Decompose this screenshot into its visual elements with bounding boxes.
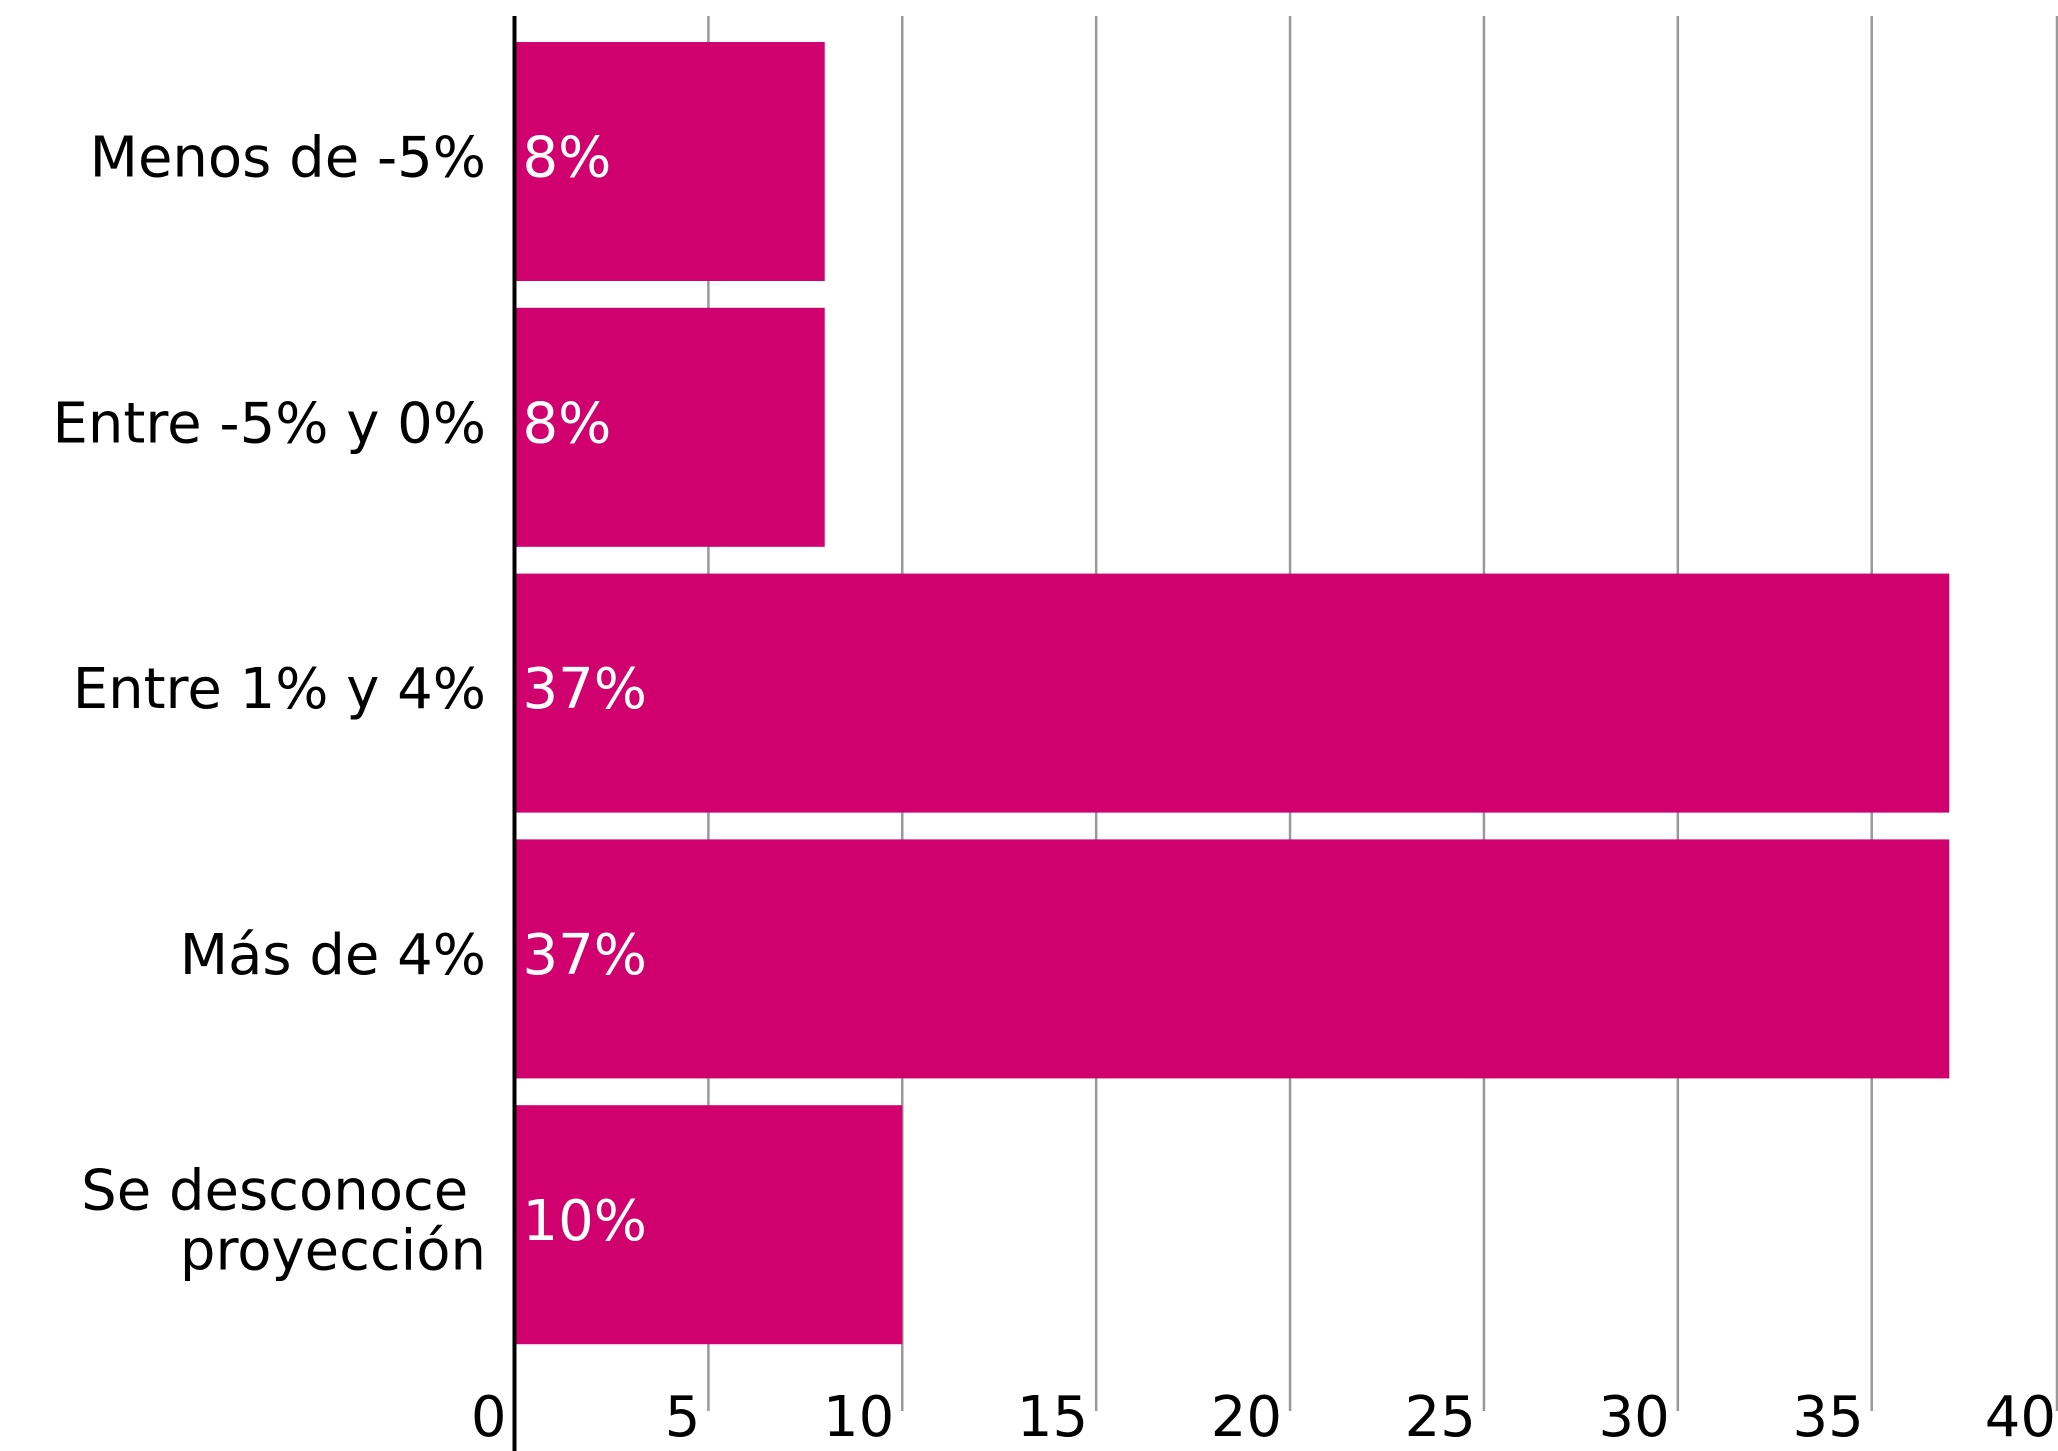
value-label: 8%	[523, 391, 612, 456]
x-tick-label: 35	[1792, 1385, 1863, 1450]
y-tick-label: Menos de -5%	[90, 126, 486, 191]
bar	[514, 42, 825, 281]
bar	[514, 307, 825, 547]
y-tick-label: Entre -5% y 0%	[52, 391, 486, 456]
bar	[514, 1105, 903, 1345]
value-label: 37%	[523, 657, 647, 722]
value-label: 10%	[523, 1189, 647, 1254]
x-tick-label: 20	[1211, 1385, 1282, 1450]
y-tick-label: Más de 4%	[180, 923, 486, 988]
value-label: 8%	[523, 126, 612, 191]
x-tick-label: 10	[823, 1385, 894, 1450]
bar	[514, 839, 1950, 1079]
x-tick-label: 25	[1405, 1385, 1476, 1450]
x-tick-label: 40	[1985, 1385, 2056, 1450]
x-tick-label: 30	[1599, 1385, 1670, 1450]
label-line: proyección	[180, 1219, 486, 1284]
y-tick-label: Entre 1% y 4%	[73, 657, 486, 722]
bar	[514, 573, 1950, 813]
y-tick-label: Se desconoce proyección	[81, 1159, 486, 1284]
x-tick-label: 0	[471, 1385, 507, 1450]
value-label: 37%	[523, 923, 647, 988]
x-tick-label: 15	[1017, 1385, 1088, 1450]
label-line: Se desconoce	[81, 1159, 486, 1224]
x-tick-label: 5	[665, 1385, 701, 1450]
